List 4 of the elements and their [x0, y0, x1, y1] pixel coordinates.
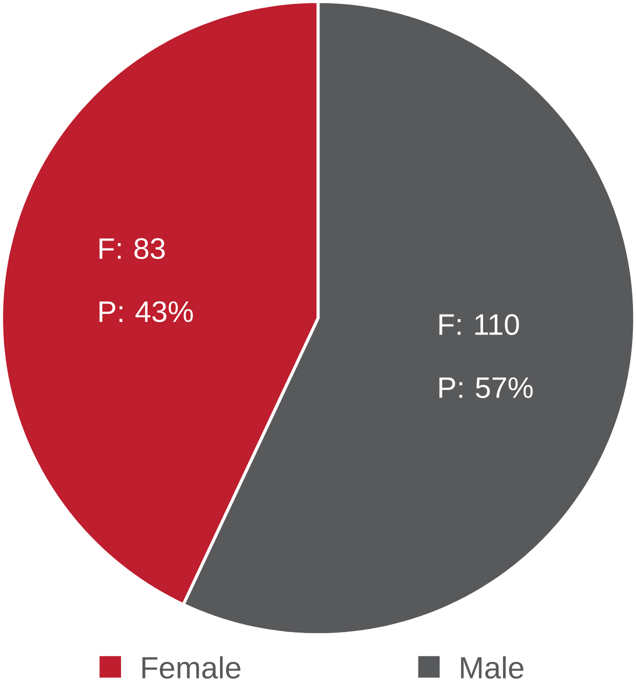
legend-label: Female: [142, 656, 240, 679]
text: F: 110 P: 57%: [439, 314, 533, 398]
legend-label: Male: [460, 656, 524, 679]
text: F: 83 P: 43%: [99, 238, 193, 322]
